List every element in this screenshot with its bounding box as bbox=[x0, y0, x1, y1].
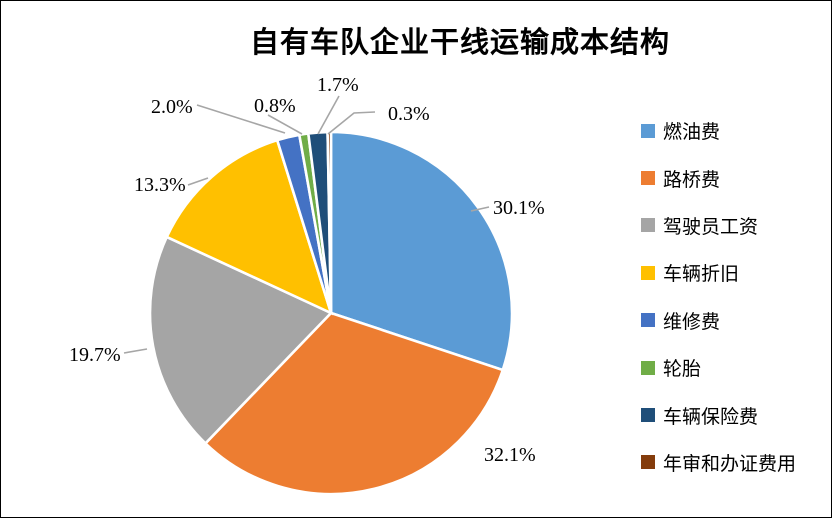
legend-label-depreciation: 车辆折旧 bbox=[663, 264, 740, 286]
legend-label-maintenance: 维修费 bbox=[663, 311, 721, 333]
legend-swatch-maintenance bbox=[641, 313, 655, 328]
chart-legend: 燃油费 路桥费 驾驶员工资 车辆折旧 维修费 轮胎 车辆保险费 年审和办证费用 bbox=[641, 107, 796, 486]
legend-item-maintenance: 维修费 bbox=[641, 297, 796, 344]
legend-label-tolls: 路桥费 bbox=[663, 169, 721, 191]
data-label-depreciation: 13.3% bbox=[134, 174, 186, 196]
leader-line-depreciation bbox=[187, 177, 209, 186]
legend-label-fuel: 燃油费 bbox=[663, 122, 721, 144]
legend-item-tolls: 路桥费 bbox=[641, 154, 796, 201]
legend-swatch-inspection bbox=[641, 455, 655, 470]
leader-line-fuel bbox=[470, 206, 490, 212]
data-label-tires: 0.8% bbox=[254, 95, 296, 117]
leader-line-driver-wages bbox=[123, 348, 148, 354]
data-label-maintenance: 2.0% bbox=[151, 96, 193, 118]
legend-swatch-insurance bbox=[641, 408, 655, 423]
legend-item-insurance: 车辆保险费 bbox=[641, 391, 796, 438]
legend-item-inspection: 年审和办证费用 bbox=[641, 439, 796, 486]
data-label-inspection: 0.3% bbox=[388, 103, 430, 125]
leader-line-inspection bbox=[327, 111, 376, 135]
legend-item-tires: 轮胎 bbox=[641, 344, 796, 391]
legend-swatch-tolls bbox=[641, 171, 655, 186]
pie-slice bbox=[203, 311, 505, 496]
data-label-insurance: 1.7% bbox=[317, 74, 359, 96]
legend-swatch-depreciation bbox=[641, 265, 655, 280]
legend-item-fuel: 燃油费 bbox=[641, 107, 796, 154]
leader-line-insurance bbox=[317, 95, 340, 135]
legend-label-driver-wages: 驾驶员工资 bbox=[663, 216, 759, 238]
legend-item-depreciation: 车辆折旧 bbox=[641, 249, 796, 296]
data-label-tolls: 32.1% bbox=[484, 444, 536, 466]
leader-lines bbox=[123, 95, 490, 354]
legend-swatch-driver-wages bbox=[641, 218, 655, 233]
pie-slice bbox=[329, 130, 514, 372]
legend-swatch-fuel bbox=[641, 123, 655, 138]
leader-line-maintenance bbox=[196, 104, 286, 134]
legend-label-insurance: 车辆保险费 bbox=[663, 406, 759, 428]
leader-line-tires bbox=[267, 114, 303, 135]
pie-slices bbox=[148, 130, 514, 496]
legend-swatch-tires bbox=[641, 360, 655, 375]
data-label-driver-wages: 19.7% bbox=[69, 344, 121, 366]
chart-title: 自有车队企业干线运输成本结构 bbox=[249, 27, 670, 59]
pie-slice bbox=[148, 235, 334, 446]
legend-label-inspection: 年审和办证费用 bbox=[663, 453, 797, 475]
legend-label-tires: 轮胎 bbox=[663, 359, 702, 381]
data-label-fuel: 30.1% bbox=[493, 197, 545, 219]
legend-item-driver-wages: 驾驶员工资 bbox=[641, 202, 796, 249]
